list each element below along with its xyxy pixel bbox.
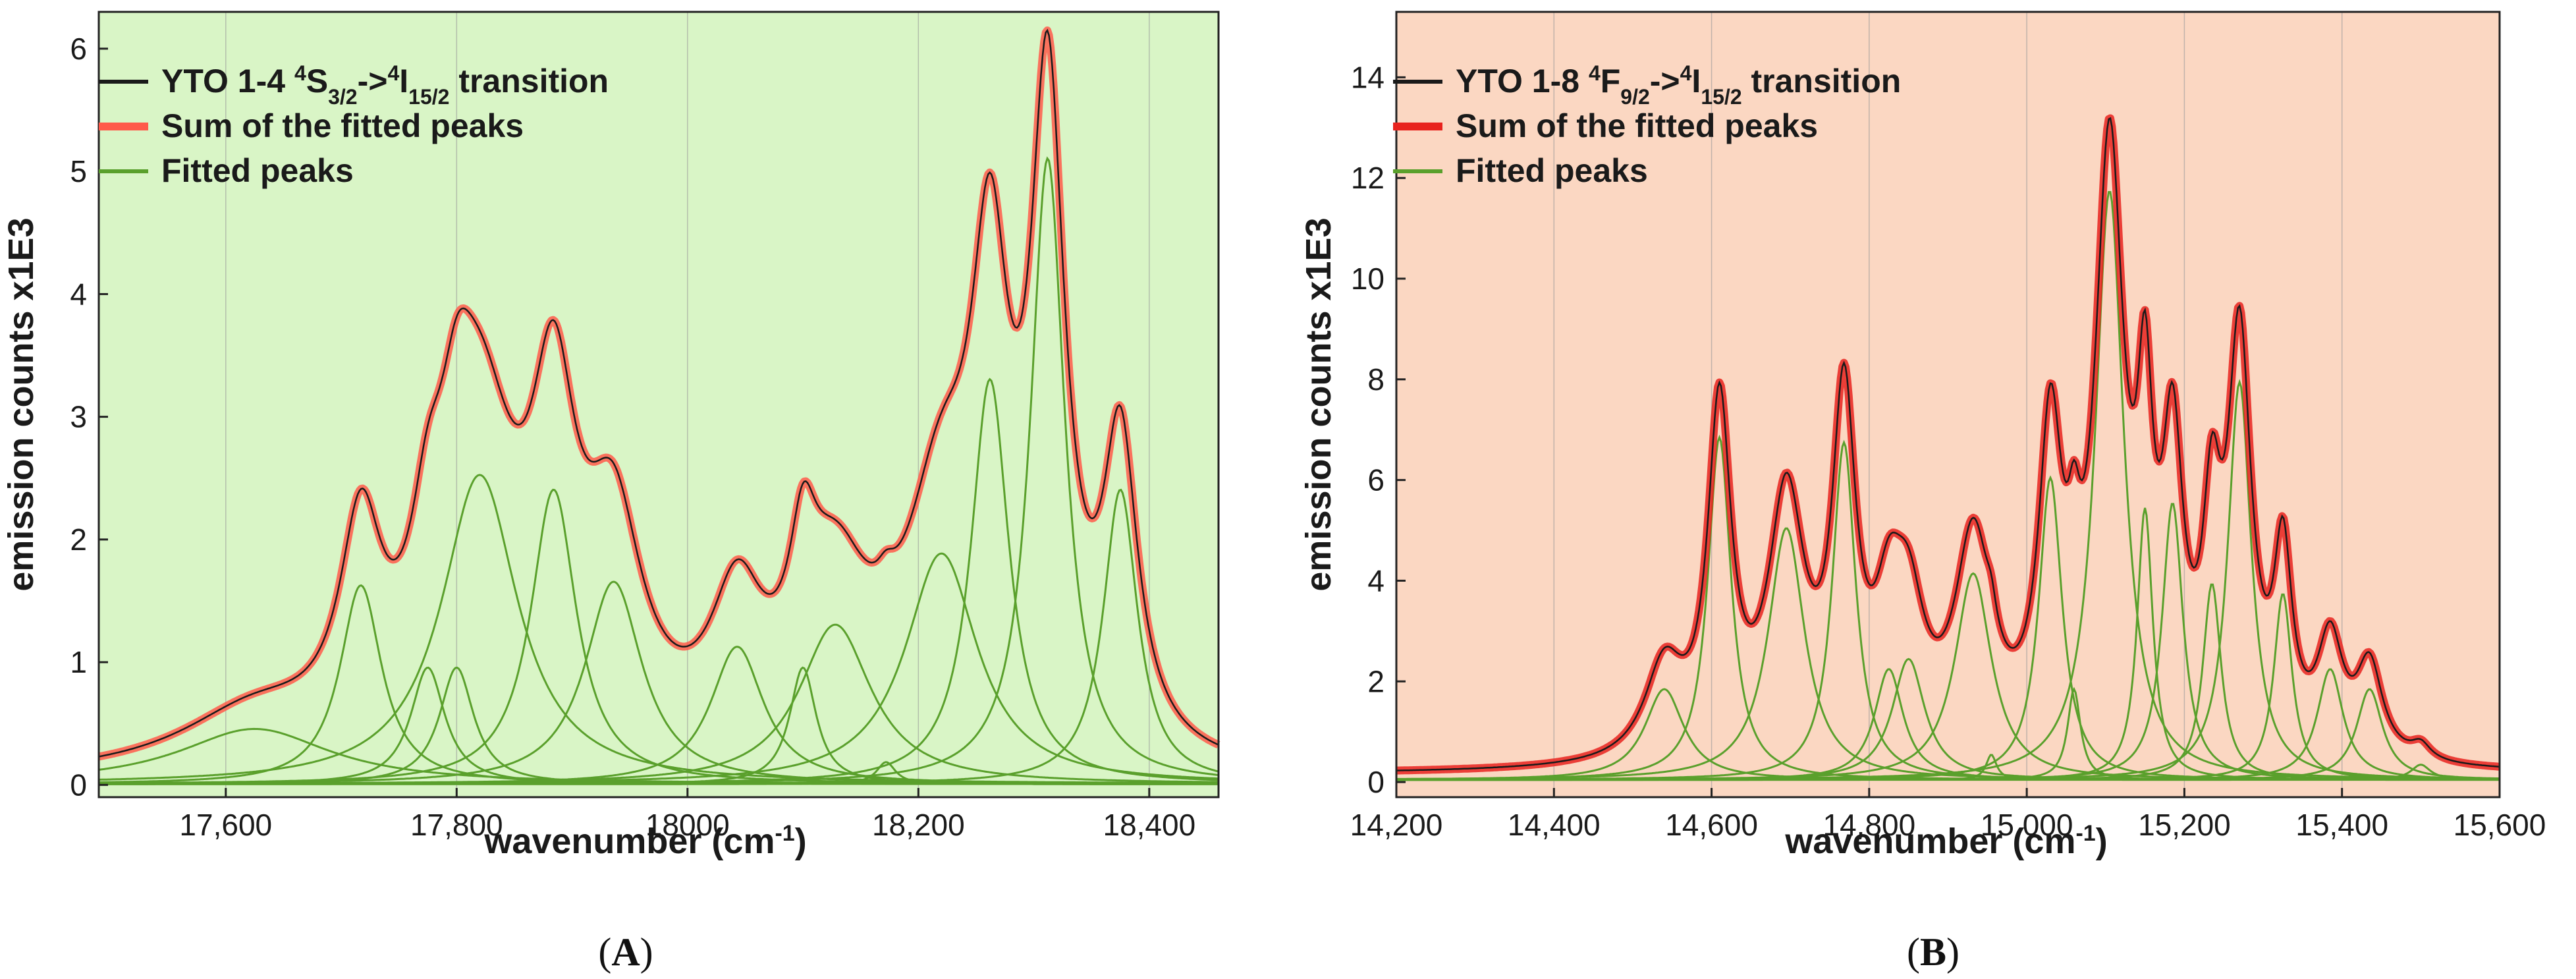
x-tick-label: 14,800: [1823, 808, 1916, 842]
y-tick-label: 10: [1351, 262, 1384, 296]
x-tick-label: 18000: [645, 808, 730, 842]
chart-panel-a: 0 1 2 3 4 5 6 17,600 17,800 18000 18,200 18,400 emis…: [1, 11, 1221, 974]
x-axis-label: wavenumber (cm-1): [483, 821, 806, 861]
y-tick-label: 14: [1351, 60, 1384, 94]
x-tick-label: 15,600: [2453, 808, 2546, 842]
x-tick-label: 18,400: [1103, 808, 1195, 842]
panel-caption: (A): [598, 930, 653, 974]
plot-frame: [1395, 11, 2501, 798]
legend-entry: YTO 1-4 4S3/2->4I15/2 transition: [161, 61, 609, 109]
legend-entry: Sum of the fitted peaks: [161, 107, 524, 144]
x-tick-label: 14,600: [1665, 808, 1758, 842]
measured-spectrum-line: [1396, 117, 2500, 771]
y-tick-label: 6: [1367, 463, 1384, 497]
x-tick-label: 15,200: [2138, 808, 2231, 842]
x-tick-label: 17,600: [179, 808, 272, 842]
panel-caption: (B): [1907, 930, 1959, 974]
y-tick-label: 6: [70, 32, 87, 66]
y-tick-label: 0: [1367, 765, 1384, 799]
y-tick-label: 3: [70, 400, 87, 434]
x-tick-label: 15,400: [2295, 808, 2388, 842]
legend-entry: YTO 1-8 4F9/2->4I15/2 transition: [1456, 61, 1901, 109]
fitted-peak-19: [1396, 764, 2500, 781]
y-tick-label: 2: [70, 522, 87, 557]
y-tick-label: 12: [1351, 161, 1384, 195]
x-tick-label: 18,200: [872, 808, 965, 842]
x-tick-label: 14,200: [1350, 808, 1443, 842]
y-tick-label: 8: [1367, 362, 1384, 397]
fitted-peak-15: [99, 488, 1219, 785]
y-tick-label: 4: [1367, 563, 1384, 598]
y-tick-label: 5: [70, 154, 87, 188]
plot-frame: [97, 11, 1220, 798]
y-tick-label: 4: [70, 277, 87, 311]
x-tick-label: 15,000: [1981, 808, 2073, 842]
fitted-peaks: [98, 156, 1219, 785]
y-axis-label: emission counts x1E3: [1299, 217, 1338, 591]
x-tick-label: 14,400: [1508, 808, 1601, 842]
legend-entry: Sum of the fitted peaks: [1456, 107, 1818, 144]
y-tick-label: 1: [70, 645, 87, 679]
chart-panel-b: 0 2 4 6 8 10 12 14 14,200 14,400 14,600 14,800 15,00…: [1299, 11, 2546, 974]
measured-spectrum-line: [98, 28, 1219, 758]
fitted-peaks: [1396, 191, 2500, 781]
y-axis-label: emission counts x1E3: [1, 217, 41, 591]
legend-entry: Fitted peaks: [1456, 152, 1648, 189]
y-tick-label: 2: [1367, 664, 1384, 698]
x-tick-label: 17,800: [410, 808, 503, 842]
y-tick-label: 0: [70, 768, 87, 802]
x-axis-label: wavenumber (cm-1): [1784, 821, 2107, 861]
legend-entry: Fitted peaks: [161, 152, 354, 189]
